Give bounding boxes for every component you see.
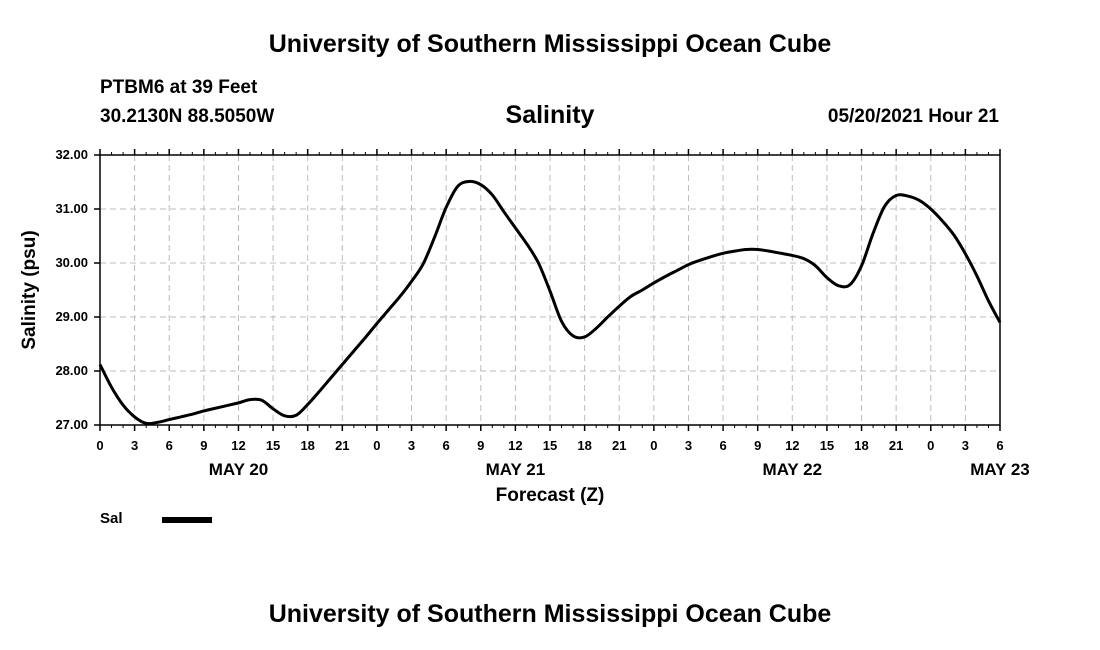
x-tick-label: 3: [685, 438, 692, 453]
legend-line-swatch: [162, 517, 212, 523]
x-tick-label: 18: [577, 438, 591, 453]
forecast-datetime: 05/20/2021 Hour 21: [827, 106, 999, 127]
station-label: PTBM6 at 39 Feet: [100, 77, 258, 98]
date-label: MAY 20: [209, 460, 269, 479]
x-tick-label: 18: [854, 438, 868, 453]
x-tick-label: 9: [477, 438, 484, 453]
coordinates-label: 30.2130N 88.5050W: [100, 106, 275, 127]
chart-title: Salinity: [505, 101, 595, 129]
x-tick-label: 6: [996, 438, 1003, 453]
x-tick-label: 9: [200, 438, 207, 453]
x-tick-label: 0: [373, 438, 380, 453]
x-tick-label: 9: [754, 438, 761, 453]
y-tick-label: 28.00: [55, 363, 88, 378]
y-tick-label: 31.00: [55, 201, 88, 216]
date-label: MAY 22: [763, 460, 823, 479]
x-tick-label: 15: [820, 438, 834, 453]
legend-label: Sal: [100, 510, 123, 527]
date-label: MAY 21: [486, 460, 546, 479]
page-title: University of Southern Mississippi Ocean…: [268, 30, 832, 58]
y-tick-label: 32.00: [55, 147, 88, 162]
x-tick-label: 18: [300, 438, 314, 453]
series-line-sal: [98, 179, 1002, 426]
x-tick-label: 15: [543, 438, 557, 453]
x-tick-label: 0: [927, 438, 934, 453]
x-tick-label: 0: [650, 438, 657, 453]
y-tick-label: 30.00: [55, 255, 88, 270]
x-tick-label: 21: [612, 438, 626, 453]
date-label: MAY 23: [970, 460, 1030, 479]
x-tick-label: 6: [443, 438, 450, 453]
x-tick-label: 12: [508, 438, 522, 453]
x-tick-label: 6: [719, 438, 726, 453]
y-tick-label: 29.00: [55, 309, 88, 324]
x-tick-label: 3: [962, 438, 969, 453]
axis-ticks: 27.00 28.00 29.00 30.00 31.00 32.00 0 3 6 9 12 15 18…: [55, 147, 1029, 479]
chart-grid: [100, 155, 1000, 425]
x-tick-label: 21: [335, 438, 349, 453]
x-tick-label: 3: [408, 438, 415, 453]
footer-title: University of Southern Mississippi Ocean…: [268, 600, 832, 628]
x-tick-label: 12: [231, 438, 245, 453]
x-tick-label: 21: [889, 438, 903, 453]
x-axis-label: Forecast (Z): [496, 485, 605, 506]
x-tick-label: 0: [96, 438, 103, 453]
y-tick-label: 27.00: [55, 417, 88, 432]
x-tick-label: 12: [785, 438, 799, 453]
series-group: [98, 179, 1002, 426]
y-axis-label: Salinity (psu): [19, 230, 40, 349]
x-tick-label: 3: [131, 438, 138, 453]
x-tick-label: 6: [166, 438, 173, 453]
x-tick-label: 15: [266, 438, 280, 453]
